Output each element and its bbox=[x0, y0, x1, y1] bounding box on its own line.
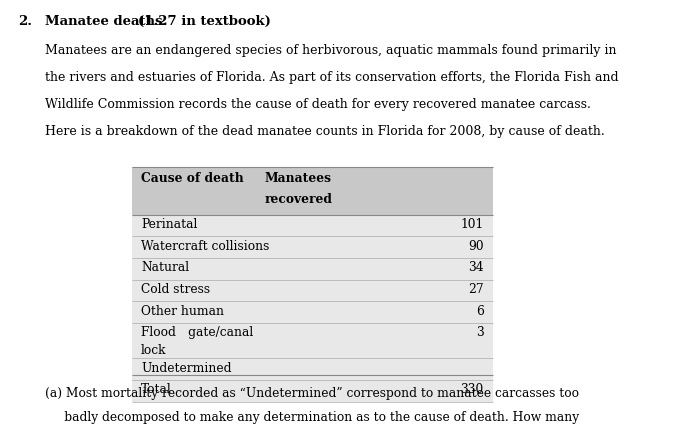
Text: 27: 27 bbox=[468, 283, 484, 296]
FancyBboxPatch shape bbox=[132, 380, 492, 402]
FancyBboxPatch shape bbox=[132, 167, 492, 215]
Text: the rivers and estuaries of Florida. As part of its conservation efforts, the Fl: the rivers and estuaries of Florida. As … bbox=[45, 71, 619, 84]
Text: 34: 34 bbox=[468, 261, 484, 274]
Text: Manatee deaths.: Manatee deaths. bbox=[45, 14, 168, 28]
Text: lock: lock bbox=[141, 344, 167, 357]
Text: Perinatal: Perinatal bbox=[141, 218, 198, 231]
FancyBboxPatch shape bbox=[132, 258, 492, 280]
FancyBboxPatch shape bbox=[132, 236, 492, 258]
Text: Other human: Other human bbox=[141, 305, 224, 317]
FancyBboxPatch shape bbox=[132, 280, 492, 301]
Text: 6: 6 bbox=[475, 305, 484, 317]
FancyBboxPatch shape bbox=[132, 323, 492, 358]
Text: badly decomposed to make any determination as to the cause of death. How many: badly decomposed to make any determinati… bbox=[45, 411, 579, 424]
FancyBboxPatch shape bbox=[132, 167, 492, 375]
Text: 90: 90 bbox=[468, 240, 484, 252]
Text: Manatees: Manatees bbox=[264, 172, 331, 184]
Text: Cause of death: Cause of death bbox=[141, 172, 244, 184]
Text: recovered: recovered bbox=[264, 193, 332, 206]
Text: Cold stress: Cold stress bbox=[141, 283, 210, 296]
Text: 3: 3 bbox=[476, 326, 484, 339]
FancyBboxPatch shape bbox=[132, 215, 492, 236]
Text: Watercraft collisions: Watercraft collisions bbox=[141, 240, 269, 252]
FancyBboxPatch shape bbox=[132, 301, 492, 323]
Text: Wildlife Commission records the cause of death for every recovered manatee carca: Wildlife Commission records the cause of… bbox=[45, 98, 591, 111]
Text: (a) Most mortality recorded as “Undetermined” correspond to manatee carcasses to: (a) Most mortality recorded as “Undeterm… bbox=[45, 387, 579, 399]
Text: Here is a breakdown of the dead manatee counts in Florida for 2008, by cause of : Here is a breakdown of the dead manatee … bbox=[45, 125, 605, 138]
Text: Flood  gate/canal: Flood gate/canal bbox=[141, 326, 253, 339]
Text: Undetermined: Undetermined bbox=[141, 362, 232, 374]
Text: Total: Total bbox=[141, 383, 172, 396]
Text: (1.27 in textbook): (1.27 in textbook) bbox=[138, 14, 271, 28]
Text: 330: 330 bbox=[460, 383, 484, 396]
FancyBboxPatch shape bbox=[132, 358, 492, 380]
Text: Manatees are an endangered species of herbivorous, aquatic mammals found primari: Manatees are an endangered species of he… bbox=[45, 44, 616, 57]
Text: 101: 101 bbox=[460, 218, 484, 231]
Text: 2.: 2. bbox=[18, 14, 32, 28]
Text: Natural: Natural bbox=[141, 261, 189, 274]
